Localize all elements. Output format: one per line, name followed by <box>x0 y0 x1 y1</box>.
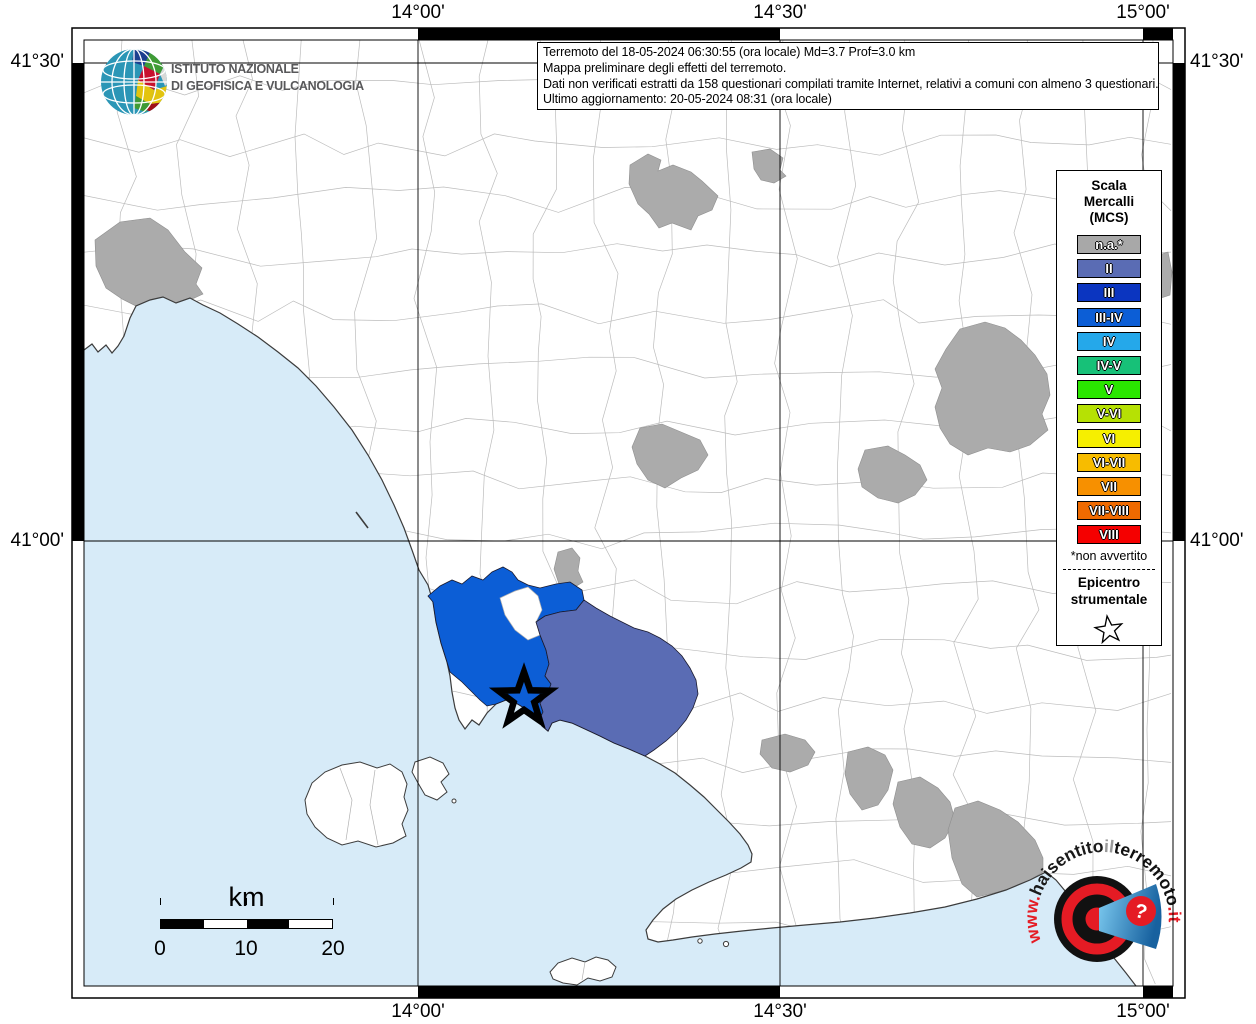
legend-divider <box>1063 569 1155 571</box>
island-procida <box>411 756 450 801</box>
scale-bar: km 0 10 20 <box>145 882 365 961</box>
lat-label-left-41-00: 41°00' <box>10 530 65 551</box>
na-municipalities <box>94 148 1173 898</box>
legend-swatch-vii: VII <box>1077 476 1141 496</box>
lon-label-top-14-30: 14°30' <box>753 2 807 23</box>
legend-footnote: *non avvertito <box>1070 549 1148 564</box>
scale-label-0: 0 <box>154 937 166 960</box>
lat-label-right-41-00: 41°00' <box>1190 530 1244 551</box>
info-line-event: Terremoto del 18-05-2024 06:30:55 (ora l… <box>543 45 916 59</box>
scale-bar-labels: 0 10 20 <box>145 937 365 961</box>
map-frame <box>71 27 1186 999</box>
scale-label-20: 20 <box>321 937 345 960</box>
lon-label-bottom-15-00: 15°00' <box>1116 1001 1170 1022</box>
ingv-name-line1: ISTITUTO NAZIONALE <box>171 61 299 76</box>
island-ischia <box>304 761 409 848</box>
lon-label-top-15-00: 15°00' <box>1116 2 1170 23</box>
legend-swatch-vi: VI <box>1077 428 1141 448</box>
legend-swatch-ii: II <box>1077 259 1141 279</box>
legend-swatch-list: n.a.* II III III-IV IV IV-V V V-VI VI VI… <box>1057 235 1161 545</box>
legend-swatch-iii-iv: III-IV <box>1077 307 1141 327</box>
info-line-questionnaires: Dati non verificati estratti da 158 ques… <box>543 76 1159 91</box>
legend-epicenter-star <box>1057 612 1161 651</box>
legend-swatch-iii: III <box>1077 283 1141 303</box>
legend-swatch-vii-viii: VII-VIII <box>1077 501 1141 521</box>
question-badge <box>1126 896 1156 926</box>
lat-label-left-41-30: 41°30' <box>10 51 65 72</box>
ingv-name-line2: DI GEOFISICA E VULCANOLOGIA <box>171 78 364 93</box>
legend-swatch-iv-v: IV-V <box>1077 355 1141 375</box>
islands <box>304 511 730 986</box>
region-intensity-ii <box>535 599 699 757</box>
epicenter-star-marker <box>488 662 560 729</box>
info-line-updated: Ultimo aggiornamento: 20-05-2024 08:31 (… <box>543 92 832 107</box>
legend-swatch-vi-vii: VI-VII <box>1077 452 1141 472</box>
ingv-wordmark: ISTITUTO NAZIONALE DI GEOFISICA E VULCAN… <box>171 60 364 94</box>
island-capri <box>549 956 617 986</box>
ingv-globe-icon <box>101 49 167 115</box>
legend-swatch-na: n.a.* <box>1077 235 1141 254</box>
intensity-regions <box>427 566 699 757</box>
legend-swatch-iv: IV <box>1077 331 1141 351</box>
lon-label-top-14-00: 14°00' <box>391 2 445 23</box>
earthquake-info-box: Terremoto del 18-05-2024 06:30:55 (ora l… <box>537 42 1159 110</box>
legend-epicenter-label: Epicentro strumentale <box>1070 575 1148 608</box>
scale-bar-segments <box>160 919 333 929</box>
scale-label-10: 10 <box>234 937 258 960</box>
lat-label-right-41-30: 41°30' <box>1190 51 1244 72</box>
info-line-map-type: Mappa preliminare degli effetti del terr… <box>543 60 787 75</box>
legend-swatch-v-vi: V-VI <box>1077 404 1141 424</box>
legend-swatch-v: V <box>1077 380 1141 400</box>
lon-label-bottom-14-00: 14°00' <box>391 1001 445 1022</box>
legend-title: Scala Mercalli (MCS) <box>1083 178 1135 225</box>
legend-swatch-viii: VIII <box>1077 525 1141 545</box>
mercalli-legend: Scala Mercalli (MCS) n.a.* II III III-IV… <box>1056 170 1162 646</box>
svg-text:?: ? <box>1132 900 1149 924</box>
lon-label-bottom-14-30: 14°30' <box>753 1001 807 1022</box>
scale-bar-unit: km <box>228 882 265 912</box>
